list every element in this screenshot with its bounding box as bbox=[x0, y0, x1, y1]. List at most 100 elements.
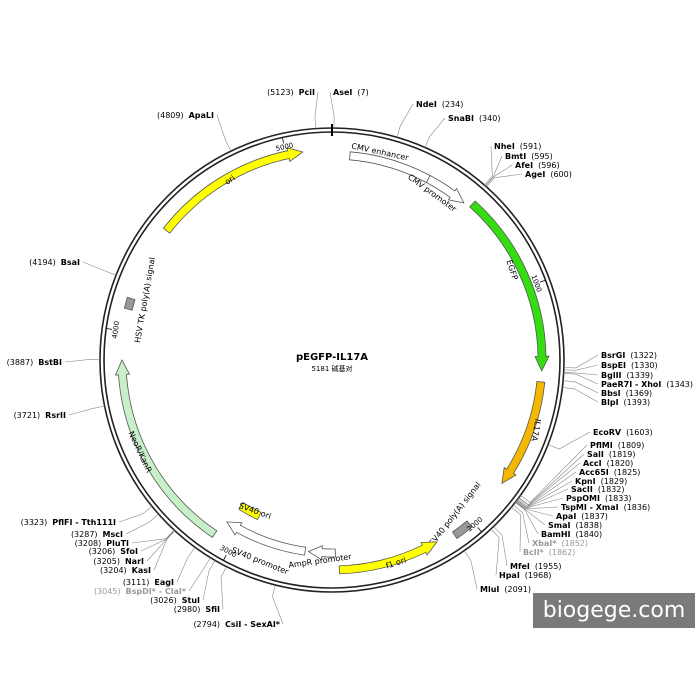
site-position: (4194) bbox=[29, 258, 56, 267]
site-name: BbsI bbox=[601, 389, 621, 398]
site-label: (4194) BsaI bbox=[29, 258, 80, 267]
site-label: BclI* (1862) bbox=[523, 548, 575, 557]
site-name: SnaBI bbox=[448, 114, 474, 123]
site-leader bbox=[512, 504, 530, 544]
site-position: (3721) bbox=[14, 411, 41, 420]
site-leader bbox=[188, 557, 211, 592]
map-size: 5181 碱基对 bbox=[311, 364, 352, 373]
site-position: (1322) bbox=[630, 351, 657, 360]
site-position: (3208) bbox=[75, 539, 102, 548]
site-name: SfoI bbox=[120, 547, 138, 556]
site-name: BspDI* - ClaI* bbox=[126, 587, 187, 596]
site-name: StuI bbox=[182, 596, 200, 605]
site-position: (3887) bbox=[7, 358, 34, 367]
site-name: SfiI bbox=[205, 605, 220, 614]
site-leader bbox=[516, 497, 564, 509]
site-position: (3204) bbox=[100, 566, 127, 575]
site-position: (3045) bbox=[94, 587, 121, 596]
site-leader bbox=[314, 91, 319, 129]
site-label: SnaBI (340) bbox=[448, 114, 500, 123]
site-label: TspMI - XmaI (1836) bbox=[561, 503, 650, 512]
scale-tick bbox=[106, 328, 113, 330]
site-leader bbox=[202, 560, 216, 601]
site-leader bbox=[153, 530, 176, 571]
site-leader bbox=[176, 547, 196, 583]
scale-tick bbox=[223, 554, 227, 561]
site-name: PspOMI bbox=[566, 494, 600, 503]
site-position: (2794) bbox=[193, 620, 220, 629]
site-label: BamHI (1840) bbox=[541, 530, 602, 539]
site-leader bbox=[272, 584, 284, 625]
site-leader bbox=[547, 431, 591, 450]
site-position: (1369) bbox=[626, 389, 653, 398]
site-leader bbox=[82, 261, 117, 276]
site-leader bbox=[517, 471, 577, 507]
site-label: (3287) MscI bbox=[71, 530, 123, 539]
site-leader bbox=[515, 501, 554, 517]
site-name: PflMI bbox=[590, 441, 613, 450]
site-name: BsrGI bbox=[601, 351, 625, 360]
site-label: PspOMI (1833) bbox=[566, 494, 632, 503]
site-name: NdeI bbox=[416, 100, 437, 109]
site-name: AccI bbox=[583, 459, 602, 468]
site-label: (3026) StuI bbox=[150, 596, 200, 605]
site-position: (3206) bbox=[89, 547, 116, 556]
site-name: Acc65I bbox=[579, 468, 609, 477]
site-name: PluTI bbox=[106, 539, 129, 548]
site-name: PflFI - Tth111I bbox=[52, 518, 116, 527]
feature-arrow bbox=[114, 359, 218, 538]
site-leader bbox=[220, 566, 227, 610]
site-position: (1603) bbox=[626, 428, 653, 437]
site-name: KasI bbox=[132, 566, 151, 575]
site-label: AseI (7) bbox=[333, 88, 369, 97]
site-label: AfeI (596) bbox=[515, 161, 560, 170]
site-position: (7) bbox=[357, 88, 368, 97]
site-leader bbox=[520, 444, 588, 503]
site-name: BclI* bbox=[523, 548, 545, 557]
site-leader bbox=[563, 354, 599, 369]
site-name: AfeI bbox=[515, 161, 533, 170]
site-position: (1832) bbox=[598, 485, 625, 494]
site-name: NarI bbox=[125, 557, 144, 566]
site-position: (3111) bbox=[123, 578, 150, 587]
site-label: MfeI (1955) bbox=[510, 562, 561, 571]
site-name: BstBI bbox=[38, 358, 62, 367]
site-position: (3287) bbox=[71, 530, 98, 539]
site-name: SalI bbox=[587, 450, 604, 459]
site-label: NheI (591) bbox=[494, 142, 541, 151]
site-leader bbox=[64, 359, 100, 363]
site-label: (3887) BstBI bbox=[7, 358, 62, 367]
site-name: XbaI* bbox=[532, 539, 557, 548]
site-position: (1833) bbox=[605, 494, 632, 503]
site-leader bbox=[518, 462, 581, 506]
site-name: BmtI bbox=[505, 152, 526, 161]
site-name: RsrII bbox=[45, 411, 66, 420]
site-leader bbox=[424, 117, 446, 148]
site-leader bbox=[515, 502, 539, 535]
site-position: (3026) bbox=[150, 596, 177, 605]
feature-arrow bbox=[469, 200, 550, 372]
site-position: (1339) bbox=[627, 371, 654, 380]
site-position: (1829) bbox=[601, 477, 628, 486]
site-label: (3323) PflFI - Tth111I bbox=[21, 518, 116, 527]
site-name: BamHI bbox=[541, 530, 571, 539]
site-label: (3204) KasI bbox=[100, 566, 151, 575]
scale-tick bbox=[539, 279, 546, 283]
site-name: NheI bbox=[494, 142, 515, 151]
site-position: (1838) bbox=[575, 521, 602, 530]
site-label: (3206) SfoI bbox=[89, 547, 138, 556]
site-label: BspEI (1330) bbox=[601, 361, 658, 370]
site-leader bbox=[140, 530, 175, 552]
site-position: (595) bbox=[531, 152, 553, 161]
site-name: CsiI - SexAI* bbox=[225, 620, 281, 629]
feature-arrow bbox=[307, 545, 336, 561]
site-name: BspEI bbox=[601, 361, 626, 370]
site-position: (1862) bbox=[549, 548, 576, 557]
site-label: BmtI (595) bbox=[505, 152, 553, 161]
scale-tick bbox=[281, 137, 285, 144]
watermark: biogege.com bbox=[543, 598, 686, 623]
site-position: (2980) bbox=[174, 605, 201, 614]
site-label: BsrGI (1322) bbox=[601, 351, 657, 360]
feature-arrow bbox=[425, 174, 465, 204]
site-label: (4809) ApaLI bbox=[157, 111, 214, 120]
